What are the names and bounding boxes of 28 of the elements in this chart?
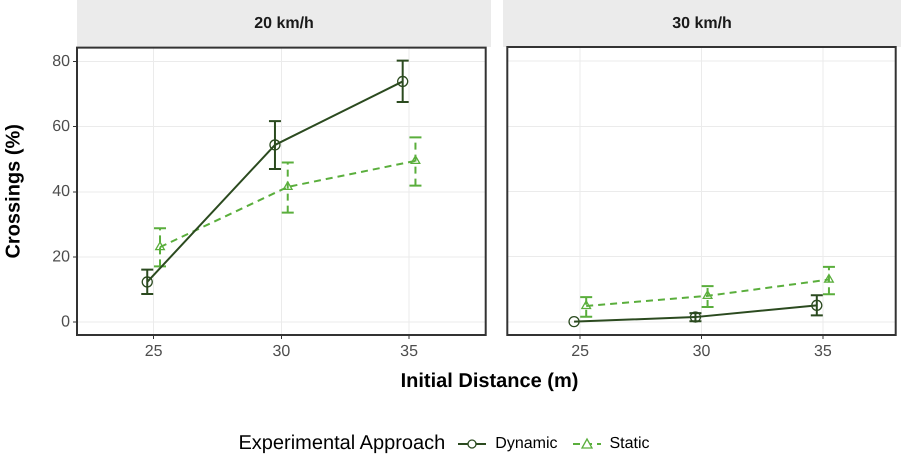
y-tick-label: 80 [52, 53, 70, 70]
point [568, 316, 580, 328]
x-tick-label: 35 [814, 343, 832, 360]
x-axis-title: Initial Distance (m) [400, 370, 580, 393]
point [811, 300, 822, 311]
y-tick-label: 60 [52, 118, 70, 136]
point [397, 76, 408, 88]
y-tick-label: 40 [52, 183, 70, 200]
y-tick-label: 20 [52, 248, 70, 266]
point [702, 290, 713, 300]
point [824, 274, 834, 283]
x-tick-label: 25 [571, 343, 590, 360]
x-tick-label: 35 [400, 343, 418, 360]
point [269, 139, 281, 151]
legend-title: Experimental Approach [238, 432, 446, 455]
point [282, 181, 293, 190]
point [410, 155, 420, 164]
point [581, 300, 592, 310]
legend-label: Dynamic [495, 434, 558, 452]
y-axis-title: Crossings (%) [2, 124, 25, 259]
chart-title: 30 km/h [503, 0, 901, 47]
chart-title: 20 km/h [77, 0, 491, 47]
y-tick-label: 0 [61, 313, 70, 330]
x-tick-label: 30 [692, 343, 710, 360]
legend-label: Static [610, 434, 650, 452]
point [155, 241, 165, 250]
x-tick-label: 25 [144, 343, 163, 360]
x-tick-label: 30 [272, 343, 290, 360]
